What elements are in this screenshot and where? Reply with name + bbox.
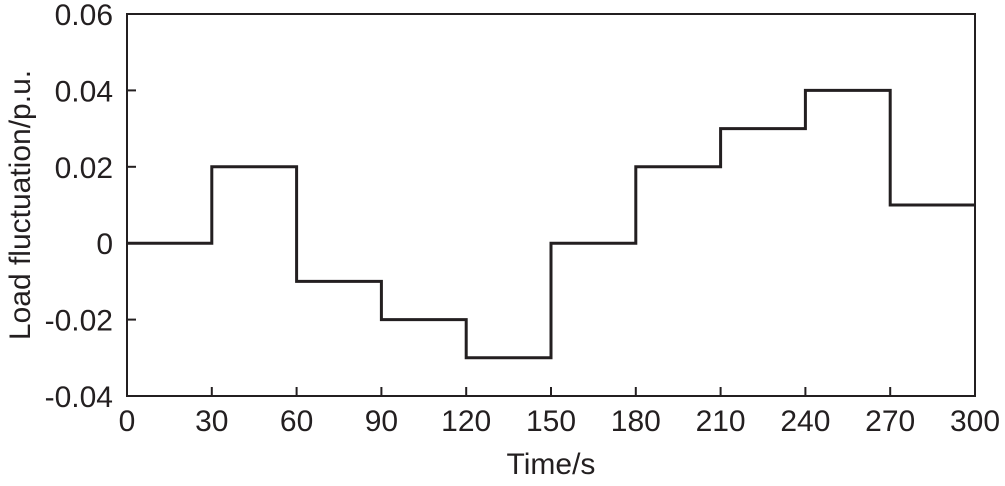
x-tick-label: 120 — [441, 405, 491, 438]
y-tick-label: -0.02 — [45, 305, 113, 338]
x-tick-label: 60 — [280, 405, 313, 438]
x-tick-label: 30 — [195, 405, 228, 438]
y-tick-label: 0.04 — [55, 75, 113, 108]
x-axis-ticks: 0 30 60 90 120 150 180 210 240 270 300 — [119, 387, 1000, 438]
x-tick-label: 180 — [611, 405, 661, 438]
load-fluctuation-series-line — [127, 88, 975, 360]
x-tick-label: 240 — [780, 405, 830, 438]
x-tick-label: 90 — [365, 405, 398, 438]
y-tick-label: 0.06 — [55, 0, 113, 32]
x-tick-label: 210 — [696, 405, 746, 438]
y-tick-label: 0.02 — [55, 152, 113, 185]
x-tick-label: 150 — [526, 405, 576, 438]
y-axis-ticks: -0.04 -0.02 0 0.02 0.04 0.06 — [45, 0, 136, 414]
x-tick-label: 0 — [119, 405, 136, 438]
y-axis-title: Load fluctuation/p.u. — [4, 70, 37, 340]
x-axis-title: Time/s — [507, 448, 596, 481]
y-tick-label: 0 — [96, 228, 113, 261]
y-tick-label: -0.04 — [45, 381, 113, 414]
x-tick-label: 300 — [950, 405, 1000, 438]
x-tick-label: 270 — [865, 405, 915, 438]
